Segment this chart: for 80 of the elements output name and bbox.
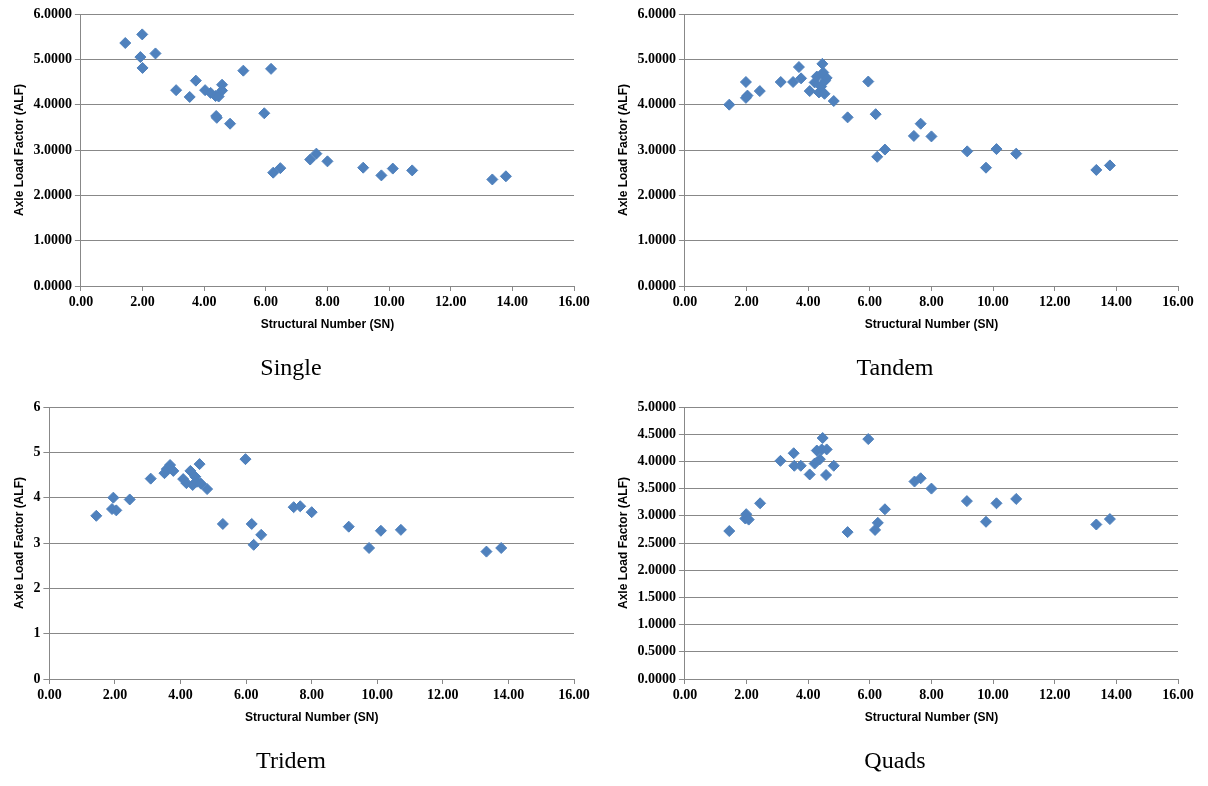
x-tick-label: 12.00 [1038, 687, 1071, 703]
x-tick-label: 8.00 [919, 687, 944, 703]
x-tick-label: 4.00 [795, 687, 821, 703]
y-tick-label: 5.0000 [637, 50, 676, 66]
x-tick-label: 6.00 [253, 294, 279, 310]
x-axis-title: Structural Number (SN) [260, 317, 395, 332]
y-tick-label: 2.0000 [637, 561, 676, 577]
x-tick-label: 14.00 [1100, 294, 1133, 310]
x-tick-label: 10.00 [373, 294, 405, 310]
y-tick-label: 0.5000 [637, 643, 676, 659]
y-tick-label: 3.0000 [33, 141, 72, 157]
y-tick-label: 2.0000 [637, 186, 676, 202]
x-tick-label: 8.00 [919, 294, 944, 310]
x-tick-label: 0.00 [37, 687, 62, 703]
x-tick-label: 2.00 [130, 294, 155, 310]
y-tick-label: 2 [33, 579, 41, 595]
y-tick-label: 0.0000 [637, 277, 676, 293]
y-axis-title: Axle Load Factor (ALF) [11, 476, 26, 610]
y-tick-label: 4.0000 [637, 453, 676, 469]
y-tick-label: 5.0000 [637, 398, 676, 414]
x-tick-label: 16.00 [1162, 687, 1194, 703]
x-tick-label: 4.00 [191, 294, 217, 310]
x-tick-label: 0.00 [672, 687, 698, 703]
x-tick-label: 6.00 [857, 294, 883, 310]
y-axis-title: Axle Load Factor (ALF) [615, 83, 630, 217]
y-tick-label: 6.0000 [637, 5, 676, 21]
y-tick-label: 2.0000 [33, 186, 72, 202]
y-tick-label: 1.0000 [637, 616, 676, 632]
x-tick-label: 12.00 [1038, 294, 1071, 310]
x-tick-label: 2.00 [102, 687, 128, 703]
text: Single [260, 353, 322, 380]
x-tick-label: 14.00 [492, 687, 525, 703]
y-tick-label: 3.0000 [637, 141, 676, 157]
y-tick-label: 1.0000 [637, 232, 676, 248]
y-tick-label: 4.0000 [33, 96, 72, 112]
x-tick-label: 4.00 [168, 687, 193, 703]
text: Tridem [256, 746, 327, 773]
y-tick-label: 1.0000 [33, 232, 72, 248]
x-tick-label: 6.00 [857, 687, 883, 703]
x-tick-label: 4.00 [795, 294, 821, 310]
text: Quads [864, 746, 926, 773]
x-tick-label: 14.00 [496, 294, 529, 310]
y-tick-label: 4.5000 [637, 425, 676, 441]
x-tick-label: 8.00 [315, 294, 340, 310]
x-tick-label: 0.00 [672, 294, 698, 310]
x-axis-title: Structural Number (SN) [245, 710, 379, 725]
y-axis-title: Axle Load Factor (ALF) [615, 476, 630, 610]
x-axis-title: Structural Number (SN) [864, 710, 999, 725]
x-tick-label: 10.00 [361, 687, 394, 703]
y-tick-label: 2.5000 [637, 534, 676, 550]
y-tick-label: 3.5000 [637, 480, 676, 496]
y-tick-label: 4 [33, 489, 41, 505]
x-tick-label: 12.00 [427, 687, 459, 703]
y-tick-label: 4.0000 [637, 96, 676, 112]
text: Tandem [856, 353, 934, 380]
x-tick-label: 10.00 [977, 294, 1009, 310]
y-tick-label: 6.0000 [33, 5, 72, 21]
x-tick-label: 10.00 [977, 687, 1009, 703]
x-tick-label: 14.00 [1100, 687, 1133, 703]
y-tick-label: 1 [33, 625, 41, 641]
x-tick-label: 12.00 [434, 294, 467, 310]
x-axis-title: Structural Number (SN) [864, 317, 999, 332]
y-tick-label: 0.0000 [637, 670, 676, 686]
y-tick-label: 6 [33, 398, 41, 414]
x-tick-label: 16.00 [558, 687, 590, 703]
y-tick-label: 1.5000 [637, 589, 676, 605]
x-tick-label: 16.00 [558, 294, 590, 310]
x-tick-label: 6.00 [233, 687, 259, 703]
x-tick-label: 16.00 [1162, 294, 1194, 310]
y-tick-label: 0 [33, 670, 41, 686]
y-tick-label: 5.0000 [33, 50, 72, 66]
x-tick-label: 2.00 [734, 687, 759, 703]
x-tick-label: 2.00 [734, 294, 759, 310]
y-tick-label: 0.0000 [33, 277, 72, 293]
y-axis-title: Axle Load Factor (ALF) [11, 83, 26, 217]
x-tick-label: 0.00 [68, 294, 94, 310]
y-tick-label: 3 [33, 534, 41, 550]
x-tick-label: 8.00 [299, 687, 324, 703]
y-tick-label: 3.0000 [637, 507, 676, 523]
y-tick-label: 5 [33, 443, 41, 459]
